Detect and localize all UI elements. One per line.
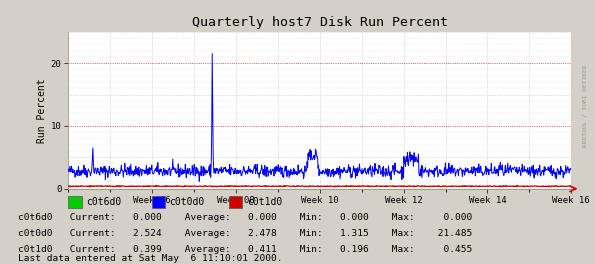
Text: RRDTOOL / TOBI OETIKER: RRDTOOL / TOBI OETIKER <box>583 64 588 147</box>
Text: c0t0d0: c0t0d0 <box>170 197 205 207</box>
Text: c0t1d0: c0t1d0 <box>247 197 282 207</box>
Text: Last data entered at Sat May  6 11:10:01 2000.: Last data entered at Sat May 6 11:10:01 … <box>18 254 283 263</box>
Title: Quarterly host7 Disk Run Percent: Quarterly host7 Disk Run Percent <box>192 16 448 29</box>
Text: c0t0d0   Current:   2.524    Average:   2.478    Min:   1.315    Max:    21.485: c0t0d0 Current: 2.524 Average: 2.478 Min… <box>18 229 472 238</box>
Text: c0t6d0   Current:   0.000    Average:   0.000    Min:   0.000    Max:     0.000: c0t6d0 Current: 0.000 Average: 0.000 Min… <box>18 213 472 222</box>
Text: c0t1d0   Current:   0.399    Average:   0.411    Min:   0.196    Max:     0.455: c0t1d0 Current: 0.399 Average: 0.411 Min… <box>18 245 472 254</box>
Text: c0t6d0: c0t6d0 <box>86 197 121 207</box>
Y-axis label: Run Percent: Run Percent <box>36 78 46 143</box>
